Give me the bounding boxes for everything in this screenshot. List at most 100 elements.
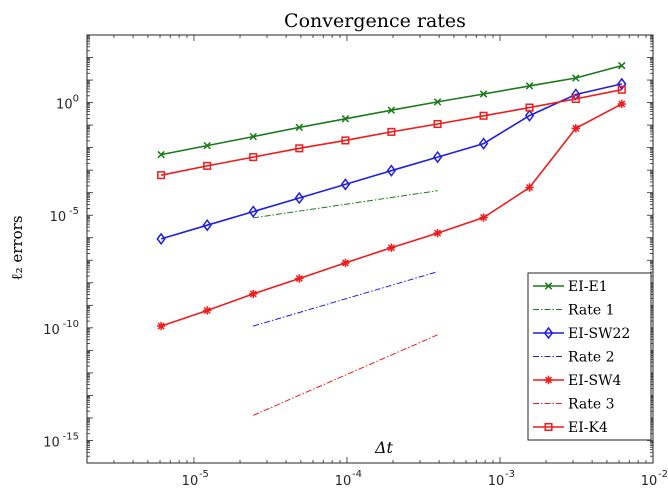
- data-point-4-5: [387, 243, 396, 252]
- data-point-4-3: [295, 274, 304, 283]
- x-tick-exponent-2: -3: [505, 469, 515, 480]
- data-point-0-2: [249, 132, 257, 141]
- data-point-6-10: [617, 85, 626, 94]
- data-point-4-4-shape: [341, 258, 350, 268]
- data-point-6-3: [295, 144, 304, 153]
- data-point-2-4: [340, 178, 351, 191]
- data-point-2-0: [156, 232, 166, 246]
- data-point-2-1-shape: [202, 218, 212, 232]
- data-point-0-4: [341, 115, 350, 123]
- data-point-2-2: [248, 205, 258, 218]
- series-line-1: [253, 190, 438, 219]
- data-point-0-4-shape: [341, 115, 350, 123]
- data-point-0-7: [479, 90, 488, 98]
- data-point-6-6: [433, 119, 442, 129]
- data-point-0-5-shape: [387, 106, 396, 114]
- data-point-2-2-shape: [248, 205, 258, 218]
- data-point-0-8: [525, 82, 534, 90]
- x-tick-label-1: 10: [335, 474, 352, 489]
- legend-marker-2: [543, 326, 554, 340]
- data-point-4-2-shape: [249, 289, 258, 299]
- data-point-4-4: [341, 258, 350, 268]
- data-point-0-9-shape: [572, 74, 580, 82]
- data-point-6-1-shape: [203, 161, 212, 170]
- series-line-5: [252, 334, 438, 416]
- data-point-2-4-shape: [340, 178, 351, 191]
- data-point-4-5-shape: [387, 243, 396, 252]
- data-point-6-0-shape: [157, 171, 166, 180]
- data-point-6-7: [479, 111, 488, 120]
- data-point-6-6-shape: [433, 119, 442, 129]
- data-point-2-3: [294, 191, 304, 205]
- x-tick-exponent-0: -5: [199, 469, 209, 480]
- y-tick-exponent-2: -10: [63, 319, 79, 330]
- series-line-3: [253, 271, 438, 327]
- data-point-2-7: [478, 137, 489, 150]
- y-tick-exponent-0: 0: [73, 94, 79, 105]
- legend-marker-2-shape: [543, 326, 554, 340]
- data-point-4-8: [525, 183, 534, 192]
- data-point-6-9: [571, 94, 580, 103]
- data-point-2-0-shape: [156, 232, 166, 246]
- data-point-6-3-shape: [295, 144, 304, 153]
- data-point-4-2: [249, 289, 258, 299]
- y-tick-label-0: 10: [56, 98, 73, 113]
- data-point-6-2-shape: [249, 153, 258, 162]
- data-point-6-0: [157, 171, 166, 180]
- legend-marker-0: [544, 282, 553, 290]
- legend-label-2: EI-SW22: [568, 326, 630, 342]
- data-point-4-6: [433, 228, 442, 238]
- data-point-4-1-shape: [202, 306, 212, 315]
- data-point-4-1: [202, 306, 212, 315]
- x-tick-label-2: 10: [488, 474, 505, 489]
- legend-label-4: EI-SW4: [568, 373, 621, 389]
- data-point-2-5-shape: [386, 164, 397, 177]
- data-point-0-1-shape: [203, 141, 211, 150]
- legend-marker-6-shape: [544, 422, 553, 432]
- x-tick-label-0: 10: [182, 474, 199, 489]
- data-point-6-5-shape: [387, 127, 396, 136]
- data-point-4-10: [617, 99, 626, 109]
- data-point-0-3-shape: [295, 123, 304, 132]
- data-point-4-7-shape: [479, 213, 488, 222]
- data-point-4-8-shape: [525, 183, 534, 192]
- x-tick-exponent-3: -2: [658, 469, 668, 480]
- legend-label-0: EI-E1: [568, 279, 608, 295]
- data-point-0-7-shape: [479, 90, 488, 98]
- data-point-4-9: [571, 124, 581, 133]
- legend-label-6: EI-K4: [568, 420, 608, 436]
- x-tick-exponent-1: -4: [352, 469, 362, 480]
- data-point-2-8-shape: [524, 109, 535, 122]
- data-point-0-6-shape: [433, 98, 442, 106]
- legend-marker-4: [544, 375, 553, 385]
- legend-marker-0-shape: [544, 282, 553, 290]
- axes-frame: [86, 34, 654, 464]
- data-point-6-7-shape: [479, 111, 488, 120]
- data-point-4-0: [156, 321, 166, 331]
- series-line-6: [160, 88, 622, 176]
- data-point-0-9: [572, 74, 580, 82]
- x-axis-label: Δt: [374, 438, 394, 457]
- data-point-0-10: [618, 61, 626, 70]
- data-point-4-3-shape: [295, 274, 304, 283]
- data-point-6-5: [387, 127, 396, 136]
- data-point-6-9-shape: [571, 94, 580, 103]
- y-tick-label-2: 10: [43, 323, 60, 338]
- data-point-6-2: [249, 153, 258, 162]
- legend-label-3: Rate 2: [568, 350, 614, 366]
- chart-title: Convergence rates: [284, 10, 466, 32]
- data-point-6-10-shape: [617, 85, 626, 94]
- data-point-4-0-shape: [156, 321, 166, 331]
- y-tick-label-1: 10: [50, 210, 67, 225]
- data-point-0-0: [157, 150, 165, 159]
- plot-layer: [156, 61, 627, 416]
- data-point-6-1: [203, 161, 212, 170]
- data-point-4-6-shape: [433, 228, 442, 238]
- legend-label-5: Rate 3: [568, 397, 614, 413]
- data-point-2-6: [432, 150, 443, 164]
- data-point-0-8-shape: [525, 82, 534, 90]
- data-point-4-10-shape: [617, 99, 626, 109]
- y-tick-exponent-3: -15: [63, 431, 79, 442]
- legend-label-1: Rate 1: [568, 303, 614, 319]
